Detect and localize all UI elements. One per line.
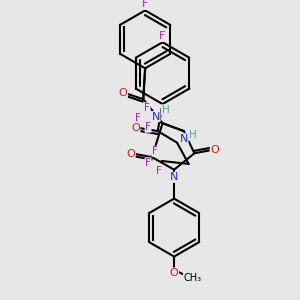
Text: H: H — [162, 105, 169, 115]
Text: F: F — [156, 166, 162, 176]
Text: CH₃: CH₃ — [183, 273, 202, 283]
Text: O: O — [131, 123, 140, 133]
Text: N: N — [170, 172, 178, 182]
Text: F: F — [144, 103, 150, 113]
Text: F: F — [145, 122, 151, 132]
Text: N: N — [152, 112, 160, 122]
Text: F: F — [134, 112, 140, 122]
Text: F: F — [145, 158, 151, 168]
Text: O: O — [118, 88, 127, 98]
Text: F: F — [159, 32, 166, 41]
Text: F: F — [142, 0, 148, 9]
Text: H: H — [189, 130, 196, 140]
Text: O: O — [126, 149, 135, 159]
Text: F: F — [152, 146, 158, 156]
Text: O: O — [210, 146, 219, 155]
Text: N: N — [180, 134, 188, 144]
Text: O: O — [170, 268, 178, 278]
